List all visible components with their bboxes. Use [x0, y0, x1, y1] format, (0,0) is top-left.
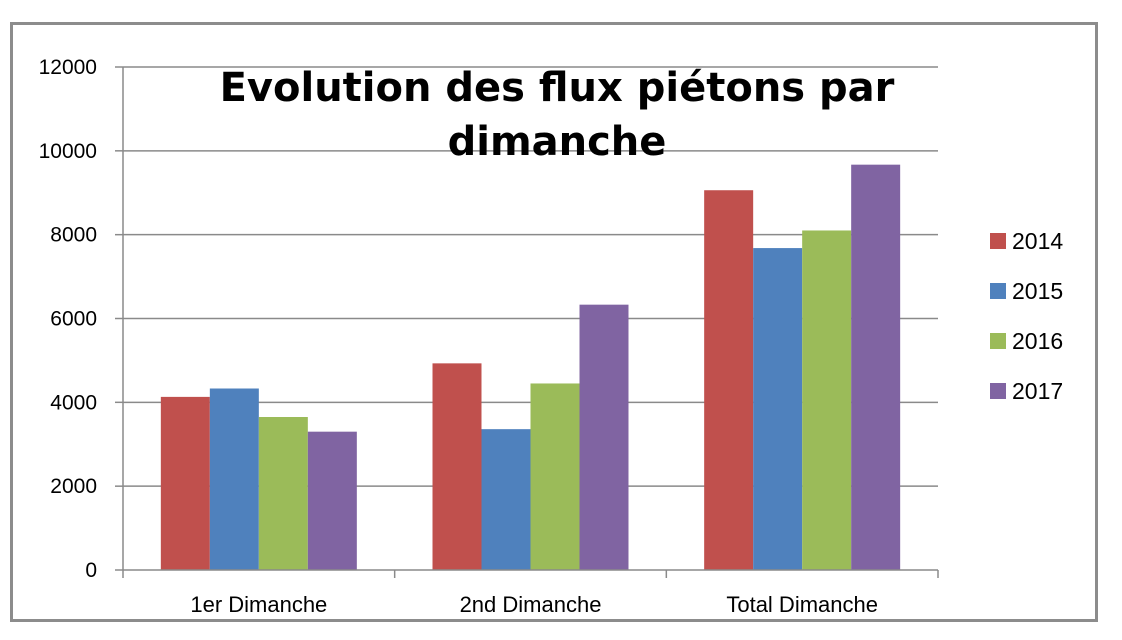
bar-2015-2: [753, 248, 803, 570]
bars: [160, 164, 901, 571]
chart-title-line-1: Evolution des flux piétons par: [220, 65, 895, 111]
x-category-label: Total Dimanche: [726, 592, 878, 617]
chart-frame: 0 2000 4000 6000 8000 10000 12000 1er Dimanche…: [10, 22, 1098, 622]
bar-2016-2: [802, 230, 852, 570]
axes: [122, 67, 939, 578]
y-tick-label: 12000: [39, 56, 97, 79]
legend-label: 2017: [1012, 378, 1063, 404]
y-tick-label: 10000: [39, 140, 97, 163]
bar-2016-1: [530, 383, 580, 570]
y-tick-label: 8000: [50, 224, 97, 247]
legend-label: 2015: [1012, 278, 1063, 304]
legend-label: 2016: [1012, 328, 1063, 354]
chart-title: Evolution des flux piétons par dimanche: [220, 65, 895, 165]
bar-2017-2: [851, 164, 901, 570]
bar-2017-1: [579, 304, 629, 570]
chart-svg: 0 2000 4000 6000 8000 10000 12000 1er Dimanche…: [39, 56, 1064, 617]
legend-swatch: [990, 283, 1006, 299]
x-category-labels: 1er Dimanche 2nd Dimanche Total Dimanche: [190, 592, 878, 617]
bar-2014-2: [704, 190, 754, 571]
bar-2016-0: [258, 417, 308, 570]
x-category-label: 2nd Dimanche: [460, 592, 602, 617]
bar-2015-1: [481, 429, 531, 570]
y-tick-label: 2000: [50, 475, 97, 498]
y-tick-label: 0: [85, 559, 97, 582]
bar-2014-0: [160, 396, 210, 570]
y-tick-label: 4000: [50, 391, 97, 414]
y-tick-label: 6000: [50, 308, 97, 331]
chart-title-line-2: dimanche: [448, 119, 667, 165]
bar-2017-0: [307, 431, 357, 570]
legend-swatch: [990, 233, 1006, 249]
legend: 2014 2015 2016 2017: [990, 228, 1063, 404]
bar-2014-1: [432, 363, 482, 570]
bar-2015-0: [209, 388, 259, 570]
x-category-label: 1er Dimanche: [190, 592, 327, 617]
legend-label: 2014: [1012, 228, 1063, 254]
legend-swatch: [990, 383, 1006, 399]
legend-swatch: [990, 333, 1006, 349]
y-tick-labels: 0 2000 4000 6000 8000 10000 12000: [39, 56, 97, 582]
